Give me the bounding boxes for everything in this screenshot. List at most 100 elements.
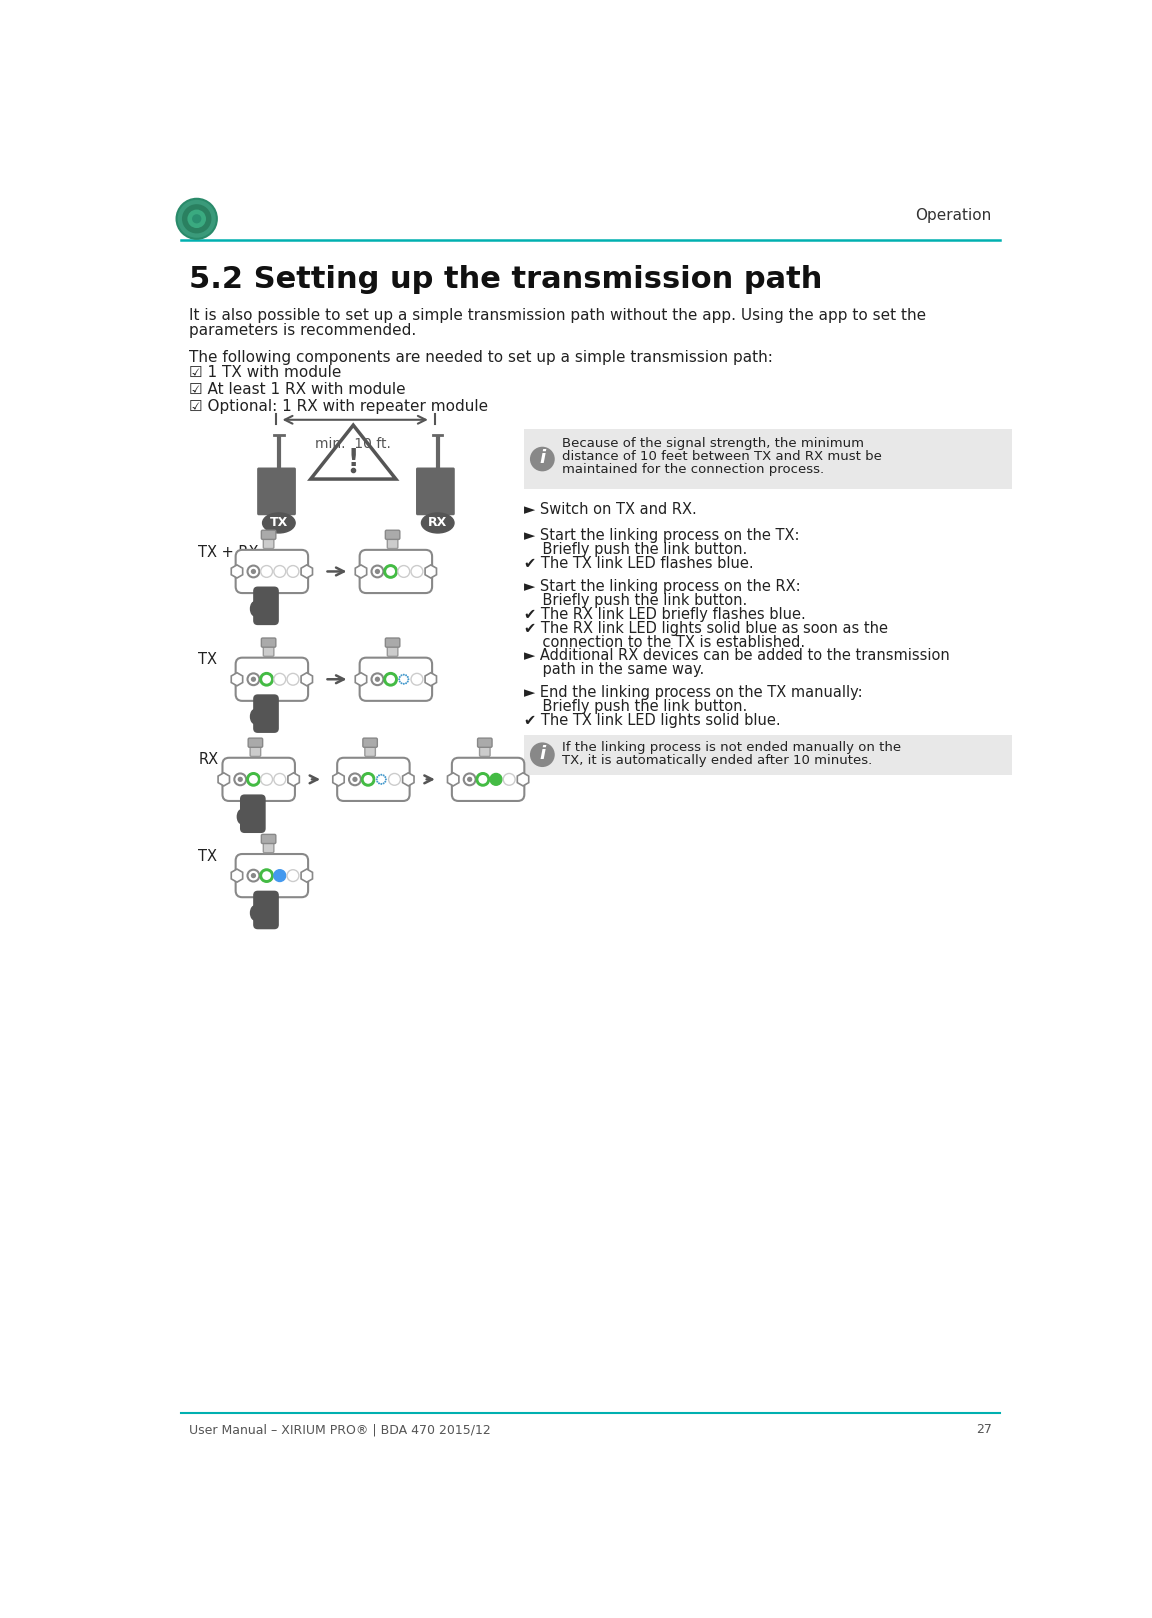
FancyBboxPatch shape (359, 657, 432, 701)
Circle shape (385, 673, 396, 684)
Circle shape (401, 675, 402, 676)
Text: TX + RX: TX + RX (198, 545, 259, 560)
Circle shape (411, 673, 423, 684)
Text: TX: TX (198, 849, 218, 864)
Circle shape (403, 673, 404, 676)
FancyBboxPatch shape (264, 536, 274, 549)
Circle shape (397, 566, 410, 578)
Circle shape (377, 777, 378, 778)
FancyBboxPatch shape (524, 429, 1011, 489)
Circle shape (377, 780, 378, 783)
Text: If the linking process is not ended manually on the: If the linking process is not ended manu… (562, 741, 902, 754)
Circle shape (248, 566, 259, 578)
Circle shape (192, 214, 202, 223)
Circle shape (399, 678, 400, 680)
Circle shape (401, 683, 402, 684)
Circle shape (382, 783, 385, 785)
FancyBboxPatch shape (387, 644, 397, 657)
Text: ► End the linking process on the TX manually:: ► End the linking process on the TX manu… (524, 686, 863, 701)
Text: TX, it is automatically ended after 10 minutes.: TX, it is automatically ended after 10 m… (562, 754, 873, 767)
FancyBboxPatch shape (236, 854, 308, 898)
Circle shape (530, 447, 555, 471)
Circle shape (408, 678, 409, 680)
Text: min.  10 ft.: min. 10 ft. (316, 437, 392, 451)
Circle shape (376, 773, 387, 785)
Ellipse shape (257, 893, 274, 904)
Circle shape (406, 675, 407, 676)
Text: i: i (539, 450, 545, 468)
Text: 5.2 Setting up the transmission path: 5.2 Setting up the transmission path (189, 265, 823, 294)
Circle shape (260, 870, 273, 882)
Text: The following components are needed to set up a simple transmission path:: The following components are needed to s… (189, 349, 773, 364)
Circle shape (182, 204, 212, 233)
FancyBboxPatch shape (250, 743, 260, 757)
FancyBboxPatch shape (385, 637, 400, 647)
FancyBboxPatch shape (524, 735, 1011, 775)
FancyBboxPatch shape (385, 531, 400, 539)
Circle shape (362, 773, 374, 785)
FancyBboxPatch shape (359, 550, 432, 594)
Text: ☑ 1 TX with module: ☑ 1 TX with module (189, 366, 341, 380)
Circle shape (248, 673, 259, 684)
FancyBboxPatch shape (236, 550, 308, 594)
Circle shape (274, 870, 286, 882)
Ellipse shape (250, 906, 259, 921)
Text: distance of 10 feet between TX and RX must be: distance of 10 feet between TX and RX mu… (562, 450, 882, 463)
Text: Briefly push the link button.: Briefly push the link button. (524, 699, 746, 714)
Circle shape (287, 566, 298, 578)
Circle shape (353, 777, 357, 781)
Text: connection to the TX is established.: connection to the TX is established. (524, 634, 805, 649)
Circle shape (251, 570, 256, 574)
FancyBboxPatch shape (253, 694, 279, 733)
Text: Briefly push the link button.: Briefly push the link button. (524, 594, 746, 608)
FancyBboxPatch shape (264, 840, 274, 853)
Circle shape (385, 566, 396, 578)
Circle shape (477, 773, 488, 785)
Text: Briefly push the link button.: Briefly push the link button. (524, 542, 746, 557)
FancyBboxPatch shape (262, 531, 275, 539)
Circle shape (530, 743, 555, 767)
Circle shape (385, 778, 387, 780)
Circle shape (503, 773, 515, 785)
Text: User Manual – XIRIUM PRO® | BDA 470 2015/12: User Manual – XIRIUM PRO® | BDA 470 2015… (189, 1424, 491, 1437)
Circle shape (260, 673, 273, 684)
Circle shape (274, 566, 286, 578)
Circle shape (376, 778, 378, 780)
Circle shape (248, 773, 259, 785)
Circle shape (176, 199, 217, 239)
Text: i: i (539, 744, 545, 764)
Ellipse shape (263, 513, 295, 532)
Circle shape (490, 773, 502, 785)
Text: TX: TX (270, 516, 288, 529)
Circle shape (371, 673, 384, 684)
Circle shape (407, 681, 409, 683)
Circle shape (234, 773, 247, 785)
Text: RX: RX (429, 516, 447, 529)
Circle shape (388, 773, 401, 785)
Circle shape (237, 777, 243, 781)
Text: !: ! (348, 447, 359, 471)
Circle shape (349, 773, 361, 785)
FancyBboxPatch shape (253, 586, 279, 625)
Ellipse shape (250, 709, 259, 723)
Text: RX: RX (198, 752, 219, 767)
Circle shape (287, 870, 298, 882)
Text: Operation: Operation (916, 209, 992, 223)
FancyBboxPatch shape (478, 738, 492, 748)
Circle shape (248, 870, 259, 882)
Ellipse shape (257, 589, 274, 600)
Ellipse shape (422, 513, 454, 532)
Text: maintained for the connection process.: maintained for the connection process. (562, 463, 825, 476)
Ellipse shape (257, 696, 274, 709)
Circle shape (274, 673, 286, 684)
Circle shape (378, 775, 380, 777)
Ellipse shape (244, 796, 260, 807)
FancyBboxPatch shape (387, 536, 397, 549)
Circle shape (188, 210, 206, 228)
Circle shape (385, 777, 386, 778)
Circle shape (260, 773, 273, 785)
Circle shape (374, 676, 380, 681)
Circle shape (464, 773, 476, 785)
FancyBboxPatch shape (264, 644, 274, 657)
Text: Because of the signal strength, the minimum: Because of the signal strength, the mini… (562, 437, 864, 450)
